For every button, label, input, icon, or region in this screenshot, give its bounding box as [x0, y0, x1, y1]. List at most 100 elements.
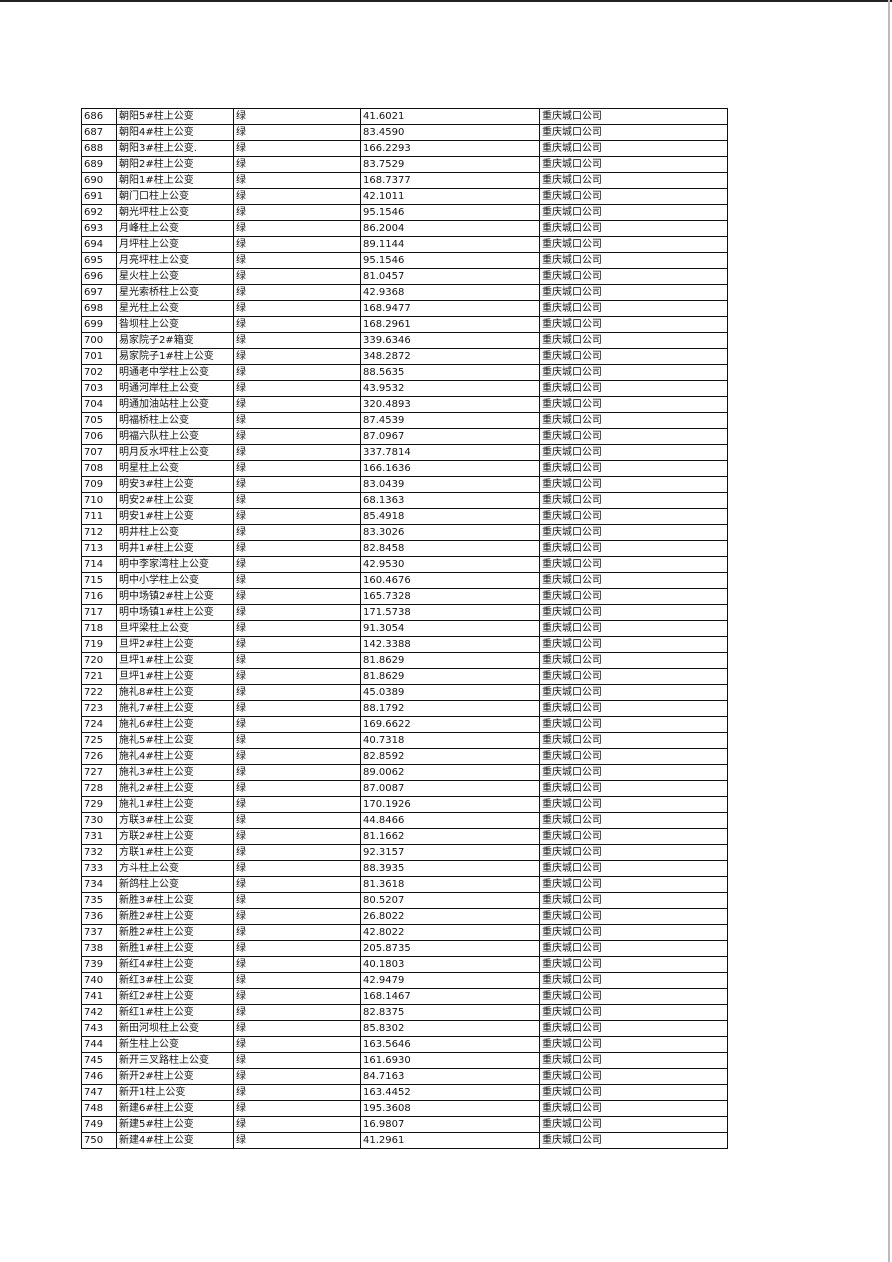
- row-number-cell: 693: [81, 220, 117, 237]
- row-number-cell: 712: [81, 524, 117, 541]
- company-cell: 重庆城口公司: [539, 556, 728, 573]
- status-cell: 绿: [233, 700, 361, 717]
- name-cell: 旦坪梁柱上公变: [116, 620, 234, 637]
- row-number-cell: 701: [81, 348, 117, 365]
- table-row: 694 月坪柱上公变绿 89.1144 重庆城口公司: [81, 236, 728, 253]
- name-cell: 易家院子1#柱上公变: [116, 348, 234, 365]
- status-cell: 绿: [233, 604, 361, 621]
- table-row: 748 新建6#柱上公变绿 195.3608 重庆城口公司: [81, 1100, 728, 1117]
- name-cell: 朝阳5#柱上公变: [116, 108, 234, 125]
- company-cell: 重庆城口公司: [539, 188, 728, 205]
- status-cell: 绿: [233, 156, 361, 173]
- table-row: 705 明福桥柱上公变绿 87.4539 重庆城口公司: [81, 412, 728, 429]
- value-cell: 83.7529: [360, 156, 540, 173]
- company-cell: 重庆城口公司: [539, 172, 728, 189]
- name-cell: 明中李家湾柱上公变: [116, 556, 234, 573]
- status-cell: 绿: [233, 860, 361, 877]
- row-number-cell: 729: [81, 796, 117, 813]
- table-row: 731 方联2#柱上公变绿 81.1662 重庆城口公司: [81, 828, 728, 845]
- table-row: 726 施礼4#柱上公变绿 82.8592 重庆城口公司: [81, 748, 728, 765]
- value-cell: 169.6622: [360, 716, 540, 733]
- company-cell: 重庆城口公司: [539, 1004, 728, 1021]
- row-number-cell: 704: [81, 396, 117, 413]
- name-cell: 朝阳1#柱上公变: [116, 172, 234, 189]
- status-cell: 绿: [233, 956, 361, 973]
- value-cell: 42.9479: [360, 972, 540, 989]
- name-cell: 明通老中学柱上公变: [116, 364, 234, 381]
- value-cell: 83.0439: [360, 476, 540, 493]
- table-row: 691 朝门口柱上公变绿 42.1011 重庆城口公司: [81, 188, 728, 205]
- row-number-cell: 744: [81, 1036, 117, 1053]
- company-cell: 重庆城口公司: [539, 732, 728, 749]
- company-cell: 重庆城口公司: [539, 892, 728, 909]
- name-cell: 明井柱上公变: [116, 524, 234, 541]
- value-cell: 88.5635: [360, 364, 540, 381]
- status-cell: 绿: [233, 204, 361, 221]
- company-cell: 重庆城口公司: [539, 844, 728, 861]
- table-row: 734 新鸽柱上公变绿 81.3618 重庆城口公司: [81, 876, 728, 893]
- company-cell: 重庆城口公司: [539, 828, 728, 845]
- status-cell: 绿: [233, 908, 361, 925]
- table-row: 730 方联3#柱上公变绿 44.8466 重庆城口公司: [81, 812, 728, 829]
- value-cell: 92.3157: [360, 844, 540, 861]
- company-cell: 重庆城口公司: [539, 444, 728, 461]
- name-cell: 朝阳3#柱上公变.: [116, 140, 234, 157]
- name-cell: 明中场镇1#柱上公变: [116, 604, 234, 621]
- name-cell: 新红4#柱上公变: [116, 956, 234, 973]
- table-row: 714 明中李家湾柱上公变绿 42.9530 重庆城口公司: [81, 556, 728, 573]
- company-cell: 重庆城口公司: [539, 332, 728, 349]
- status-cell: 绿: [233, 316, 361, 333]
- table-row: 749 新建5#柱上公变绿 16.9807 重庆城口公司: [81, 1116, 728, 1133]
- value-cell: 86.2004: [360, 220, 540, 237]
- row-number-cell: 716: [81, 588, 117, 605]
- name-cell: 新胜3#柱上公变: [116, 892, 234, 909]
- row-number-cell: 722: [81, 684, 117, 701]
- row-number-cell: 721: [81, 668, 117, 685]
- company-cell: 重庆城口公司: [539, 492, 728, 509]
- name-cell: 新开2#柱上公变: [116, 1068, 234, 1085]
- value-cell: 205.8735: [360, 940, 540, 957]
- name-cell: 新建5#柱上公变: [116, 1116, 234, 1133]
- status-cell: 绿: [233, 460, 361, 477]
- value-cell: 87.4539: [360, 412, 540, 429]
- name-cell: 朝门口柱上公变: [116, 188, 234, 205]
- value-cell: 40.1803: [360, 956, 540, 973]
- name-cell: 新胜1#柱上公变: [116, 940, 234, 957]
- row-number-cell: 723: [81, 700, 117, 717]
- status-cell: 绿: [233, 348, 361, 365]
- company-cell: 重庆城口公司: [539, 636, 728, 653]
- table-row: 722 施礼8#柱上公变绿 45.0389 重庆城口公司: [81, 684, 728, 701]
- company-cell: 重庆城口公司: [539, 1052, 728, 1069]
- status-cell: 绿: [233, 796, 361, 813]
- status-cell: 绿: [233, 588, 361, 605]
- row-number-cell: 703: [81, 380, 117, 397]
- value-cell: 170.1926: [360, 796, 540, 813]
- status-cell: 绿: [233, 428, 361, 445]
- company-cell: 重庆城口公司: [539, 668, 728, 685]
- status-cell: 绿: [233, 412, 361, 429]
- value-cell: 16.9807: [360, 1116, 540, 1133]
- value-cell: 87.0967: [360, 428, 540, 445]
- table-row: 725 施礼5#柱上公变绿 40.7318 重庆城口公司: [81, 732, 728, 749]
- company-cell: 重庆城口公司: [539, 476, 728, 493]
- status-cell: 绿: [233, 220, 361, 237]
- row-number-cell: 687: [81, 124, 117, 141]
- name-cell: 方斗柱上公变: [116, 860, 234, 877]
- status-cell: 绿: [233, 236, 361, 253]
- table-row: 735 新胜3#柱上公变绿 80.5207 重庆城口公司: [81, 892, 728, 909]
- row-number-cell: 736: [81, 908, 117, 925]
- company-cell: 重庆城口公司: [539, 796, 728, 813]
- company-cell: 重庆城口公司: [539, 124, 728, 141]
- row-number-cell: 740: [81, 972, 117, 989]
- company-cell: 重庆城口公司: [539, 364, 728, 381]
- table-row: 721 旦坪1#柱上公变绿 81.8629 重庆城口公司: [81, 668, 728, 685]
- value-cell: 337.7814: [360, 444, 540, 461]
- value-cell: 163.4452: [360, 1084, 540, 1101]
- name-cell: 旦坪1#柱上公变: [116, 668, 234, 685]
- name-cell: 明中小学柱上公变: [116, 572, 234, 589]
- company-cell: 重庆城口公司: [539, 972, 728, 989]
- name-cell: 施礼6#柱上公变: [116, 716, 234, 733]
- company-cell: 重庆城口公司: [539, 460, 728, 477]
- row-number-cell: 702: [81, 364, 117, 381]
- row-number-cell: 731: [81, 828, 117, 845]
